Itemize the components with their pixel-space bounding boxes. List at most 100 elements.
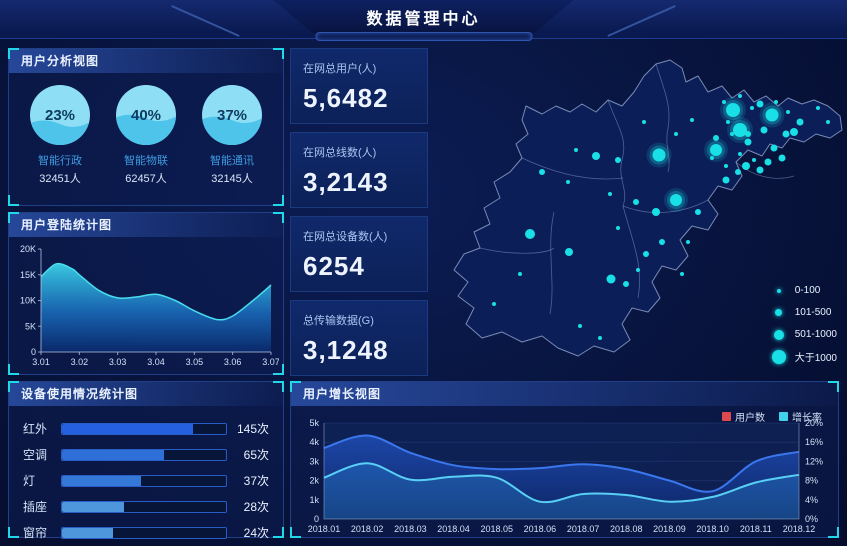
map-dot	[539, 169, 545, 175]
legend-dot-icon	[773, 329, 784, 340]
map-dot	[642, 120, 646, 124]
growth-x-label: 2018.11	[740, 524, 772, 534]
map-legend-label: 大于1000	[794, 353, 837, 364]
map-legend-item: 101-500	[770, 305, 837, 320]
gauge-item: 40% 智能物联 62457人	[114, 83, 178, 186]
map-dot	[525, 229, 535, 239]
kpi-cards: 在网总用户(人) 5,6482 在网总线数(人) 3,2143 在网总设备数(人) 625…	[290, 48, 428, 376]
map-dot	[752, 158, 756, 162]
map-dot	[770, 144, 778, 152]
corner-decor	[273, 381, 284, 392]
gauge-name: 智能通讯	[210, 155, 254, 167]
map-dot	[756, 100, 764, 108]
map-dot	[742, 162, 750, 170]
kpi-value: 3,1248	[303, 335, 389, 365]
gauge-name: 智能行政	[38, 155, 82, 167]
map-dot	[726, 120, 730, 124]
legend-swatch-icon	[722, 412, 731, 421]
device-bar-row: 插座 28次	[23, 496, 269, 517]
map-dot	[674, 132, 678, 136]
device-bar-row: 灯 37次	[23, 470, 269, 491]
growth-legend-item[interactable]: 增长率	[779, 409, 822, 424]
gauge-wave	[202, 116, 262, 145]
map-dot	[722, 176, 730, 184]
growth-x-label: 2018.01	[308, 524, 341, 534]
growth-legend-item[interactable]: 用户数	[722, 409, 765, 424]
map-dot	[592, 152, 600, 160]
map-legend-label: 101-500	[794, 307, 832, 318]
map-dot	[608, 192, 612, 196]
gauge-wave	[30, 120, 90, 145]
map-dot	[615, 157, 621, 163]
growth-x-label: 2018.05	[480, 524, 513, 534]
kpi-value: 5,6482	[303, 83, 389, 113]
map-dot	[670, 194, 682, 206]
corner-decor	[273, 48, 284, 59]
map-dot	[786, 110, 790, 114]
growth-line-0	[323, 434, 800, 493]
corner-decor	[290, 527, 301, 538]
header-decor-capsule	[315, 32, 532, 41]
kpi-value: 6254	[303, 251, 365, 281]
gauge-item: 23% 智能行政 32451人	[28, 83, 92, 186]
map-dot	[598, 336, 602, 340]
map-dot	[659, 239, 665, 245]
kpi-card: 在网总设备数(人) 6254	[290, 216, 428, 292]
corner-decor	[8, 48, 19, 59]
growth-x-label: 2018.06	[524, 524, 557, 534]
growth-y-right-label: 12%	[805, 456, 823, 466]
device-label: 灯	[23, 474, 36, 488]
map-dot	[606, 274, 616, 284]
map-dot	[738, 94, 742, 98]
map-legend-label: 0-100	[794, 285, 821, 296]
device-bar-fill	[62, 475, 141, 486]
liquid-gauge: 23%	[30, 85, 90, 145]
map-scatter-dots	[492, 94, 830, 340]
device-bar-fill	[62, 527, 113, 538]
panel-user-growth: 用户增长视图 用户数 增长率 0 1k 2k 3k 4k 5k 0% 4% 8% 12% 16% 20%…	[290, 381, 839, 538]
device-bar-track	[61, 474, 227, 487]
growth-y-left-label: 2k	[309, 476, 319, 486]
map-dot	[633, 199, 639, 205]
map-dot	[566, 180, 570, 184]
map-dot	[578, 324, 582, 328]
map-dot	[750, 106, 754, 110]
corner-decor	[828, 527, 839, 538]
device-value: 28次	[243, 500, 269, 514]
map-dot	[710, 156, 714, 160]
map-dot	[690, 118, 694, 122]
corner-decor	[8, 381, 19, 392]
map-dot	[744, 138, 752, 146]
growth-y-right-label: 0%	[805, 514, 818, 524]
device-bar-row: 窗帘 24次	[23, 522, 269, 543]
header-bar: 数据管理中心	[0, 0, 847, 41]
legend-dot-box	[770, 309, 788, 316]
kpi-card: 总传输数据(G) 3,1248	[290, 300, 428, 376]
device-value: 37次	[243, 474, 269, 488]
liquid-gauge: 37%	[202, 85, 262, 145]
region-map-container: 0-100 101-500 501-1000 大于1000	[430, 42, 847, 380]
device-bar-track	[61, 526, 227, 539]
corner-decor	[8, 527, 19, 538]
legend-dot-icon	[771, 349, 786, 364]
panel-title-device-usage: 设备使用情况统计图	[9, 382, 283, 406]
device-bar-chart: 红外 145次 空调 65次灯 37次 插座 28次 窗帘 24次	[9, 406, 283, 543]
kpi-label: 在网总设备数(人)	[303, 231, 388, 243]
gauge-percent: 23%	[45, 107, 75, 124]
map-dot	[756, 166, 764, 174]
header-decor-slash-left	[171, 5, 240, 37]
growth-chart-legend: 用户数 增长率	[722, 409, 822, 424]
growth-x-label: 2018.10	[696, 524, 729, 534]
liquid-gauge: 40%	[116, 85, 176, 145]
map-dot	[565, 248, 573, 256]
growth-area-1	[324, 463, 799, 519]
login-area-chart: 0 5K 10K 15K 20K 3.01 3.02 3.03 3.04 3.05 3.06 3.07	[20, 244, 279, 367]
map-dot	[686, 240, 690, 244]
map-dot	[726, 103, 740, 117]
growth-x-label: 2018.09	[653, 524, 686, 534]
map-dot	[722, 100, 726, 104]
kpi-label: 在网总线数(人)	[303, 147, 377, 159]
corner-decor	[8, 364, 19, 375]
map-dot	[636, 268, 640, 272]
